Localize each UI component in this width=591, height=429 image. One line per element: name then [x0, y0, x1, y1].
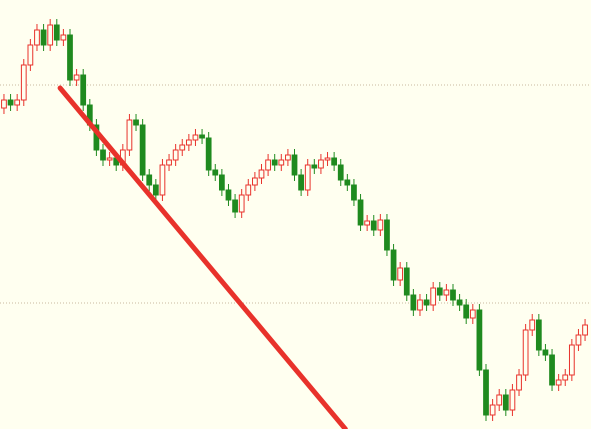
candle-body	[397, 267, 404, 281]
candle-body	[337, 164, 344, 181]
candle-body	[417, 299, 423, 311]
candle-body	[291, 154, 298, 176]
candle-body	[258, 169, 265, 179]
candle-body	[542, 349, 549, 356]
candle-body	[344, 179, 351, 186]
candle-body	[47, 24, 54, 46]
candle-body	[463, 304, 470, 319]
candle-body	[34, 29, 40, 46]
candle-body	[126, 119, 133, 151]
candle-body	[139, 124, 146, 176]
candle-body	[324, 157, 331, 161]
candle-body	[212, 169, 219, 176]
candle-body	[562, 374, 569, 381]
candle-body	[53, 24, 60, 41]
candle-body	[483, 369, 489, 416]
candle-body	[582, 324, 588, 336]
candle-body	[410, 294, 417, 311]
candle-body	[516, 374, 522, 391]
trend-line	[57, 85, 348, 429]
candle-body	[377, 219, 384, 231]
candle-body	[489, 404, 496, 416]
candle-body	[568, 344, 575, 376]
candle-body	[370, 220, 377, 231]
candle-body	[357, 199, 364, 226]
candle-body	[555, 379, 562, 386]
candle-body	[549, 354, 555, 386]
candle-body	[278, 159, 285, 166]
candle-body	[331, 157, 338, 166]
candle-body	[351, 184, 357, 201]
candle-body	[100, 149, 106, 161]
candle-body	[7, 99, 14, 106]
candle-body	[271, 159, 278, 166]
candle-body	[179, 144, 186, 151]
candle-body	[73, 74, 80, 81]
candle-body	[67, 34, 73, 81]
candle-body	[40, 29, 47, 46]
candle-body	[192, 134, 199, 141]
candle-body	[185, 139, 192, 146]
candle-body	[14, 99, 21, 106]
candle-body	[218, 174, 225, 191]
candle-body	[80, 74, 87, 106]
candle-body	[304, 164, 311, 191]
candle-body	[535, 319, 542, 351]
candle-body	[146, 174, 153, 186]
candle-body	[199, 134, 205, 139]
candle-body	[364, 220, 371, 226]
candle-body	[225, 189, 232, 201]
candle-body	[522, 329, 529, 376]
candle-body	[232, 199, 238, 213]
candle-body	[403, 267, 410, 296]
candle-body	[172, 149, 179, 161]
candle-body	[529, 319, 536, 331]
candle-body	[575, 334, 582, 346]
candle-body	[166, 159, 172, 166]
candle-body	[238, 194, 245, 213]
candle-body	[27, 44, 34, 66]
candle-body	[450, 289, 456, 301]
candle-body	[318, 159, 324, 169]
candle-body	[390, 249, 397, 281]
candle-body	[106, 157, 113, 161]
candle-body	[20, 64, 27, 101]
candle-body	[159, 164, 166, 196]
candle-body	[430, 287, 437, 306]
candle-body	[384, 219, 390, 251]
candle-body	[456, 299, 463, 306]
candle-body	[205, 137, 212, 171]
candle-body	[252, 177, 258, 186]
candle-body	[496, 394, 503, 406]
candle-body	[476, 309, 483, 371]
candle-body	[423, 299, 430, 306]
candle-body	[265, 159, 271, 171]
candle-body	[133, 119, 139, 126]
candle-body	[285, 154, 291, 161]
candle-body	[298, 174, 304, 191]
candle-body	[509, 389, 516, 411]
candle-body	[245, 184, 252, 196]
candle-body	[60, 34, 67, 41]
candle-body	[443, 289, 450, 296]
candle-body	[311, 164, 318, 169]
candle-body	[436, 287, 443, 296]
candle-body	[1, 99, 7, 109]
candle-body	[469, 309, 476, 319]
candle-body	[152, 184, 159, 196]
candle-body	[502, 394, 509, 411]
